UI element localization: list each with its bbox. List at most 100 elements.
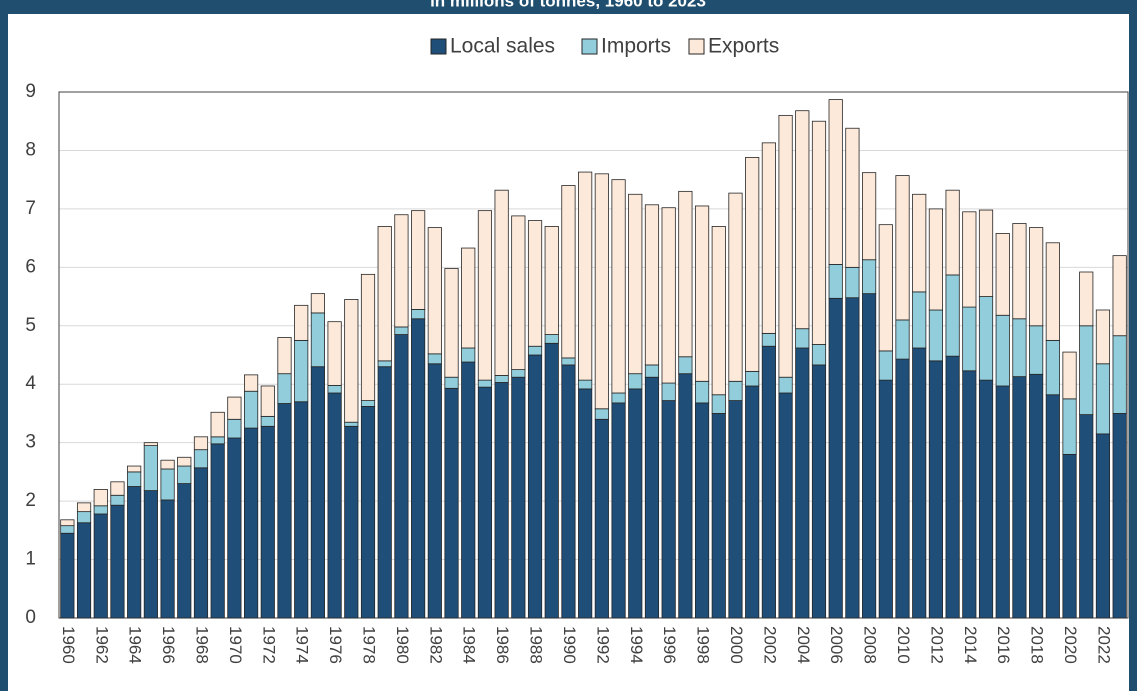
bar-segment — [160, 459, 175, 470]
bar-segment — [110, 494, 125, 506]
bar-segment — [461, 361, 476, 619]
bar-segment — [1029, 373, 1044, 619]
bar-segment — [711, 394, 726, 414]
bar-segment — [494, 375, 509, 383]
bar-segment — [1095, 433, 1111, 619]
bar-segment — [644, 376, 660, 619]
bar-segment — [544, 334, 559, 344]
bar-segment — [795, 347, 810, 619]
bar-segment — [611, 392, 626, 404]
x-tick-label: 1972 — [259, 626, 278, 664]
bar-segment — [811, 364, 827, 619]
x-tick-label: 1990 — [560, 626, 579, 664]
bar-segment — [160, 499, 175, 619]
bar-segment — [945, 189, 960, 276]
bar-segment — [611, 402, 626, 619]
bar-segment — [811, 120, 827, 345]
bar-segment — [76, 511, 92, 524]
x-tick-label: 1964 — [126, 626, 145, 664]
x-tick-label: 2002 — [760, 626, 779, 664]
bar-segment — [978, 209, 994, 297]
bar-segment — [1079, 271, 1094, 327]
x-tick-label: 2022 — [1094, 626, 1113, 664]
bar-segment — [678, 190, 693, 358]
bar-segment — [360, 400, 376, 407]
bar-segment — [444, 376, 459, 389]
bar-segment — [561, 364, 576, 619]
bar-segment — [76, 502, 92, 513]
bar-segment — [778, 114, 793, 378]
x-tick-label: 2012 — [927, 626, 946, 664]
bar-segment — [93, 489, 108, 507]
bar-segment — [394, 326, 409, 335]
bar-segment — [594, 418, 609, 619]
bar-segment — [1045, 339, 1060, 396]
bar-segment — [511, 215, 526, 371]
bar-segment — [1012, 318, 1027, 378]
bar-segment — [444, 268, 459, 378]
bar-segment — [694, 402, 710, 619]
y-tick-label: 5 — [25, 315, 36, 336]
bar-segment — [828, 264, 843, 299]
x-tick-label: 2016 — [994, 626, 1013, 664]
bar-segment — [427, 363, 442, 619]
bar-segment — [193, 467, 209, 619]
x-tick-label: 1986 — [493, 626, 512, 664]
x-tick-label: 1966 — [159, 626, 178, 664]
x-tick-label: 1978 — [360, 626, 379, 664]
bar-segment — [1012, 223, 1027, 320]
bar-segment — [945, 355, 960, 619]
bar-segment — [160, 468, 175, 501]
bar-segment — [210, 436, 225, 445]
bar-segment — [344, 425, 359, 619]
bar-segment — [745, 385, 760, 619]
bar-segment — [143, 442, 158, 446]
x-tick-label: 2004 — [794, 626, 813, 664]
bar-segment — [578, 379, 593, 390]
bar-segment — [878, 350, 893, 381]
bar-segment — [678, 356, 693, 375]
y-tick-label: 9 — [25, 81, 36, 102]
bar-segment — [778, 376, 793, 394]
bar-segment — [578, 388, 593, 619]
bar-segment — [294, 304, 309, 341]
x-tick-label: 1968 — [192, 626, 211, 664]
bar-segment — [795, 110, 810, 330]
y-tick-label: 4 — [25, 373, 36, 394]
bar-segment — [127, 471, 142, 487]
bar-segment — [995, 233, 1010, 316]
bar-segment — [127, 486, 142, 619]
bar-segment — [110, 481, 125, 496]
bar-segment — [294, 401, 309, 619]
bar-segment — [461, 247, 476, 349]
bar-segment — [945, 274, 960, 357]
legend-swatch — [581, 38, 598, 55]
bar-segment — [260, 415, 275, 427]
bar-segment — [878, 224, 893, 352]
x-tick-label: 2006 — [827, 626, 846, 664]
bar-segment — [310, 293, 325, 314]
x-tick-label: 1962 — [92, 626, 111, 664]
bar-segment — [661, 400, 676, 619]
x-tick-label: 1970 — [226, 626, 245, 664]
bar-segment — [728, 400, 743, 619]
bar-segment — [360, 273, 376, 401]
bar-segment — [745, 157, 760, 372]
legend-label: Exports — [708, 35, 779, 58]
bar-segment — [327, 392, 342, 619]
bar-segment — [193, 436, 209, 451]
x-tick-label: 1992 — [593, 626, 612, 664]
bar-segment — [561, 357, 576, 366]
bar-segment — [761, 332, 776, 347]
bar-segment — [895, 175, 910, 321]
bar-segment — [711, 226, 726, 396]
bar-segment — [845, 127, 860, 268]
bar-segment — [411, 318, 426, 619]
bar-segment — [511, 376, 526, 619]
x-tick-label: 2018 — [1028, 626, 1047, 664]
bar-segment — [260, 425, 275, 619]
x-tick-label: 1996 — [660, 626, 679, 664]
x-tick-label: 1960 — [59, 626, 78, 664]
bar-segment — [260, 385, 275, 417]
x-tick-label: 2014 — [961, 626, 980, 664]
